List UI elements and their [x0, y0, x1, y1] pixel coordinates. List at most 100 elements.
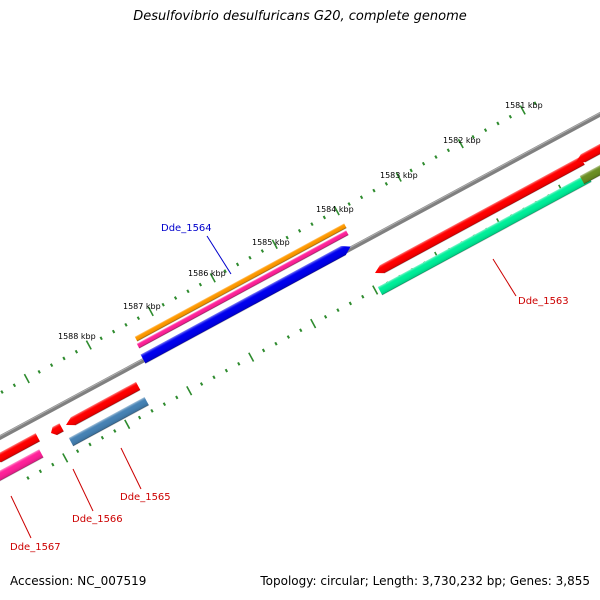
- gene-track-dde-1564-orange: [134, 223, 347, 342]
- minor-tick: [0, 390, 4, 394]
- gene-labels: Dde_1563 Dde_1564 Dde_1565 Dde_1566 Dde_1567: [10, 223, 569, 553]
- major-tick: [519, 105, 526, 115]
- minor-tick: [113, 429, 117, 433]
- minor-tick: [111, 329, 116, 334]
- gene-feature-dde-1566: [51, 423, 64, 436]
- minor-tick: [223, 269, 227, 274]
- minor-tick: [137, 415, 142, 420]
- page-title: Desulfovibrio desulfuricans G20, complet…: [133, 9, 467, 24]
- minor-tick: [322, 215, 327, 220]
- minor-tick: [162, 402, 167, 407]
- minor-tick: [99, 336, 103, 341]
- minor-tick: [359, 195, 364, 200]
- gene-label-dde-1565-leader: [120, 447, 142, 490]
- minor-tick: [384, 181, 389, 186]
- major-tick: [457, 138, 464, 149]
- gene-label-dde-1563: Dde_1563: [518, 296, 569, 307]
- minor-tick: [161, 302, 165, 307]
- gene-label-dde-1567: Dde_1567: [10, 542, 61, 553]
- minor-tick: [88, 442, 92, 447]
- minor-tick: [483, 128, 488, 133]
- major-tick: [271, 239, 278, 250]
- inner-tick-ring: [26, 184, 565, 480]
- minor-tick: [260, 249, 265, 253]
- minor-tick: [198, 282, 203, 287]
- gene-label-dde-1563-leader: [492, 258, 517, 297]
- minor-tick: [74, 349, 79, 354]
- scale-label-kbp: 1584 kbp: [316, 205, 354, 214]
- minor-tick: [409, 168, 413, 173]
- major-tick: [395, 172, 402, 182]
- gene-label-dde-1564: Dde_1564: [161, 223, 212, 234]
- minor-tick: [51, 462, 55, 467]
- major-tick: [23, 373, 30, 384]
- minor-tick: [212, 375, 216, 380]
- minor-tick: [37, 369, 41, 374]
- major-tick: [85, 340, 92, 350]
- minor-tick: [348, 301, 353, 306]
- minor-tick: [471, 134, 475, 139]
- scale-label-kbp: 1583 kbp: [380, 171, 418, 180]
- minor-tick: [175, 395, 179, 400]
- gene-label-dde-1566: Dde_1566: [72, 514, 123, 525]
- scale-label-kbp: 1588 kbp: [58, 332, 96, 341]
- minor-tick: [508, 114, 512, 119]
- minor-tick: [26, 476, 30, 480]
- minor-tick: [49, 363, 54, 368]
- major-tick: [372, 285, 379, 295]
- minor-tick: [224, 368, 229, 373]
- minor-tick: [75, 449, 80, 454]
- gene-label-dde-1565: Dde_1565: [120, 492, 171, 503]
- minor-tick: [248, 255, 252, 260]
- minor-tick: [323, 314, 328, 319]
- major-tick: [209, 273, 216, 283]
- minor-tick: [199, 382, 204, 386]
- major-tick: [62, 453, 69, 463]
- gene-label-dde-1567-leader: [10, 495, 32, 539]
- scale-label-kbp: 1585 kbp: [252, 238, 290, 247]
- minor-tick: [286, 335, 291, 339]
- scale-label-kbp: 1587 kbp: [123, 302, 161, 311]
- major-tick: [147, 306, 154, 317]
- minor-tick: [237, 361, 241, 366]
- genome-summary: Topology: circular; Length: 3,730,232 bp…: [260, 574, 590, 588]
- minor-tick: [336, 308, 340, 313]
- minor-tick: [297, 228, 302, 233]
- gene-features: [0, 138, 600, 485]
- gene-track-dde-1565: [68, 397, 150, 447]
- major-tick: [124, 419, 131, 430]
- minor-tick: [310, 222, 314, 227]
- scale-label-kbp: 1586 kbp: [188, 269, 226, 278]
- minor-tick: [446, 148, 451, 153]
- major-tick: [248, 352, 255, 362]
- minor-tick: [38, 469, 43, 474]
- gene-feature-dde-1564: [140, 246, 351, 364]
- scale-labels: 1581 kbp 1582 kbp 1583 kbp 1584 kbp 1585 kbp…: [58, 101, 543, 341]
- minor-tick: [347, 202, 351, 206]
- minor-tick: [12, 383, 17, 388]
- gene-feature-dde-1565: [66, 381, 141, 426]
- gene-feature-dde-1567: [0, 433, 41, 463]
- minor-tick: [100, 435, 105, 440]
- major-tick: [333, 205, 340, 216]
- minor-tick: [274, 341, 278, 346]
- gene-track-dde-1564-pink: [136, 230, 349, 349]
- gene-label-dde-1564-leader: [206, 235, 232, 275]
- minor-tick: [421, 161, 426, 166]
- minor-tick: [136, 316, 141, 321]
- gene-feature-dde-1563: [375, 156, 585, 274]
- gene-label-dde-1566-leader: [72, 468, 94, 512]
- minor-tick: [173, 296, 178, 300]
- gene-track-dde-1567: [0, 449, 44, 485]
- gene-feature-next: [576, 138, 600, 163]
- major-tick: [310, 318, 317, 329]
- accession-label: Accession: NC_007519: [10, 574, 147, 588]
- gene-track-dde-1563: [377, 173, 592, 296]
- scale-label-kbp: 1581 kbp: [505, 101, 543, 110]
- minor-tick: [434, 155, 438, 159]
- major-tick: [186, 385, 193, 396]
- scale-label-kbp: 1582 kbp: [443, 136, 481, 145]
- minor-tick: [372, 188, 376, 193]
